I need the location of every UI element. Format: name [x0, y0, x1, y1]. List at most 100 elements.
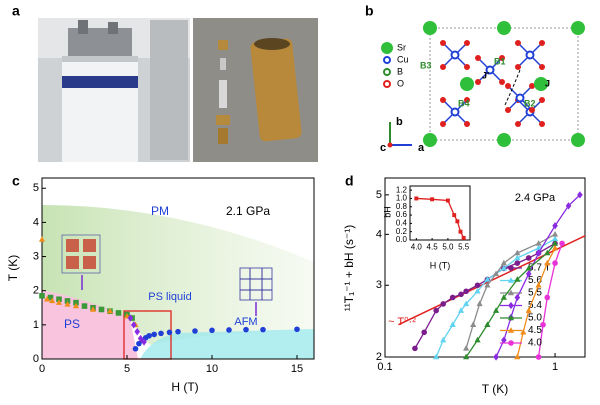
o-atom	[505, 107, 511, 113]
legend-label: 4.0	[528, 338, 542, 349]
marker	[433, 307, 439, 314]
legend-label: 5.4	[528, 300, 542, 311]
y-axis-label: bH	[382, 206, 392, 218]
y-tick-label: 3	[33, 250, 39, 262]
marker	[474, 336, 481, 343]
marker	[551, 235, 559, 242]
x-tick-label: 0	[39, 363, 45, 375]
y-tick-label: 2	[376, 351, 382, 363]
marker	[455, 219, 460, 224]
marker	[501, 336, 507, 344]
cu-atom	[485, 65, 495, 75]
marker	[55, 299, 63, 305]
structure-label: J'	[482, 70, 489, 80]
marker	[151, 331, 157, 338]
x-tick-label: 5.5	[458, 242, 470, 251]
marker	[535, 249, 542, 257]
sr-atom	[534, 77, 548, 91]
o-atom	[464, 40, 470, 46]
marker	[445, 198, 450, 203]
marker	[136, 340, 142, 347]
marker	[514, 353, 521, 360]
fit-line	[398, 235, 585, 326]
sr-atom	[571, 133, 585, 147]
axis-name: b	[396, 116, 403, 128]
x-axis-label: H (T)	[171, 380, 198, 394]
structure-label: B3	[420, 60, 432, 70]
marker	[525, 255, 532, 261]
marker	[132, 345, 139, 352]
o-atom	[464, 121, 470, 127]
sr-atom	[460, 77, 474, 91]
legend-atom	[383, 68, 391, 76]
marker	[430, 197, 435, 202]
sr-atom	[423, 133, 437, 147]
cu-atom	[450, 50, 460, 60]
marker	[514, 276, 521, 282]
marker	[476, 300, 483, 307]
marker	[44, 295, 51, 302]
o-atom	[515, 40, 521, 46]
legend-marker	[508, 265, 514, 271]
marker	[514, 293, 521, 302]
marker	[47, 294, 54, 301]
crystal-structure: Sr Cu BO B1 B2 B3 B4 J' Jb c a	[380, 21, 585, 154]
annotation: PS liquid	[148, 291, 191, 303]
marker	[500, 259, 507, 266]
marker	[551, 244, 559, 251]
structure-legend: Sr	[397, 42, 406, 52]
y-axis-label: ¹¹T₁⁻¹ + bH (s⁻¹)	[342, 225, 356, 311]
marker	[192, 328, 198, 334]
y-tick-label: 5	[33, 182, 39, 194]
legend-marker	[508, 340, 514, 346]
cu-atom	[525, 50, 535, 60]
legend-marker	[507, 327, 515, 333]
marker	[535, 244, 542, 251]
marker	[134, 328, 140, 336]
x-tick-label: 5.0	[442, 242, 454, 251]
marker	[73, 299, 79, 306]
marker	[470, 321, 477, 327]
marker	[137, 334, 144, 343]
o-atom	[475, 79, 481, 85]
marker	[493, 353, 499, 361]
marker	[146, 332, 152, 339]
o-atom	[499, 79, 505, 85]
y-tick-label: 1.0	[396, 194, 408, 203]
x-tick-label: 0.1	[377, 361, 392, 373]
marker	[525, 307, 532, 313]
legend-marker	[507, 289, 515, 296]
marker	[463, 300, 470, 307]
o-atom	[499, 55, 505, 61]
y-tick-label: 0.2	[396, 227, 408, 236]
y-tick-label: 2	[33, 285, 39, 297]
marker	[514, 254, 521, 261]
marker	[449, 321, 456, 327]
annotation: PM	[151, 204, 169, 218]
marker	[463, 353, 470, 360]
y-tick-label: 4	[33, 216, 39, 228]
y-tick-label: 0.0	[396, 235, 408, 244]
marker	[158, 330, 164, 337]
o-atom	[475, 55, 481, 61]
marker	[458, 229, 463, 234]
structure-legend: Cu	[397, 54, 409, 64]
marker	[440, 301, 447, 307]
marker	[433, 353, 440, 360]
marker	[175, 328, 181, 335]
marker	[39, 293, 45, 299]
annotation: 2.4 GPa	[515, 192, 556, 204]
o-atom	[440, 64, 446, 70]
sr-atom	[571, 21, 585, 35]
marker	[514, 249, 521, 256]
marker	[81, 303, 88, 309]
o-atom	[529, 107, 535, 113]
photo-pressure-cell	[193, 18, 318, 162]
marker	[209, 327, 215, 334]
o-atom	[505, 83, 511, 89]
structure-legend: O	[397, 78, 404, 88]
marker	[535, 240, 542, 246]
marker	[520, 328, 527, 335]
o-atom	[539, 121, 545, 127]
marker	[484, 321, 491, 327]
